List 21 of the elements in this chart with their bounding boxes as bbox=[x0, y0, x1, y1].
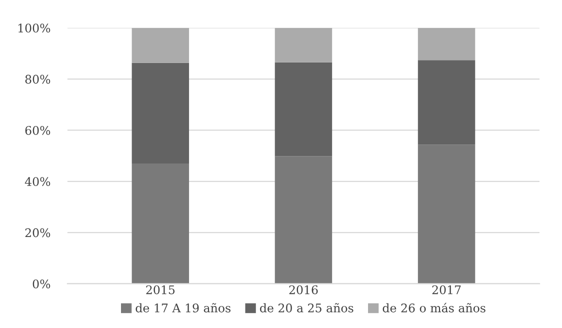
legend-label: de 26 o más años bbox=[382, 302, 486, 312]
bar bbox=[418, 28, 476, 60]
y-tick-label: 0% bbox=[32, 279, 50, 288]
bar bbox=[274, 28, 332, 62]
x-tick-label: 2017 bbox=[432, 285, 461, 294]
bar bbox=[132, 28, 190, 63]
bar bbox=[418, 144, 476, 284]
legend-label: de 17 A 19 años bbox=[136, 303, 230, 312]
bar bbox=[132, 62, 190, 164]
bar bbox=[418, 60, 476, 145]
y-tick-label: 100% bbox=[18, 24, 50, 33]
y-tick-label: 60% bbox=[25, 126, 50, 135]
y-tick-label: 80% bbox=[25, 74, 50, 84]
bar bbox=[132, 163, 190, 284]
y-tick-label: 40% bbox=[24, 177, 50, 186]
bar bbox=[274, 62, 332, 156]
bar bbox=[274, 156, 332, 284]
legend-label: de 20 a 25 años bbox=[260, 303, 354, 312]
x-tick-label: 2015 bbox=[146, 285, 175, 294]
x-tick-label: 2016 bbox=[289, 285, 318, 294]
y-tick-label: 20% bbox=[25, 228, 50, 238]
